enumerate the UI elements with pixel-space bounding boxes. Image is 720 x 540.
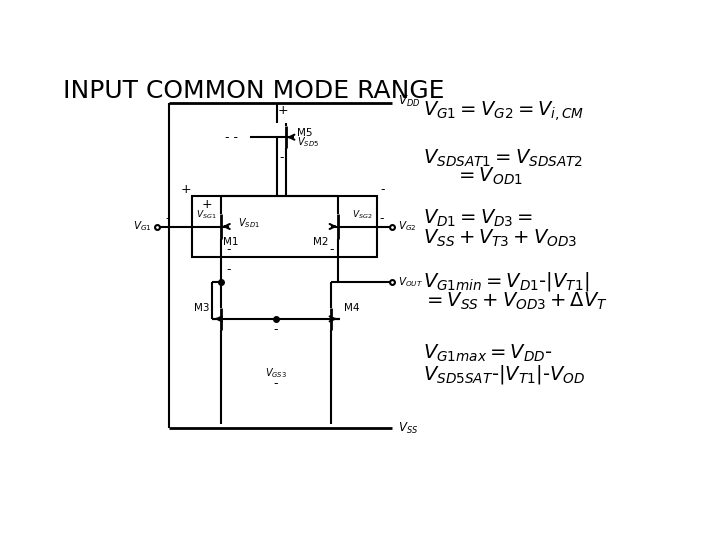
Text: $V_{GS3}$: $V_{GS3}$ [265, 366, 287, 380]
Text: $V_{SDSAT1}=V_{SDSAT2}$: $V_{SDSAT1}=V_{SDSAT2}$ [423, 148, 583, 170]
Text: INPUT COMMON MODE RANGE: INPUT COMMON MODE RANGE [63, 79, 444, 103]
Text: $V_{SS}+V_{T3}+V_{OD3}$: $V_{SS}+V_{T3}+V_{OD3}$ [423, 227, 577, 249]
Text: -: - [227, 263, 231, 276]
Text: $=V_{OD1}$: $=V_{OD1}$ [455, 166, 523, 187]
Text: $V_{SD5SAT}$-$|V_{T1}|$-$V_{OD}$: $V_{SD5SAT}$-$|V_{T1}|$-$V_{OD}$ [423, 363, 585, 386]
Text: +: + [202, 198, 212, 212]
Text: - -: - - [225, 131, 238, 144]
Text: -: - [330, 243, 334, 256]
Text: M3: M3 [194, 303, 210, 313]
Text: $=V_{SS}+V_{OD3}+\Delta V_T$: $=V_{SS}+V_{OD3}+\Delta V_T$ [423, 291, 608, 312]
Bar [192, 195, 377, 257]
Text: -: - [227, 243, 231, 256]
Text: M4: M4 [344, 303, 360, 313]
Text: -: - [279, 151, 284, 164]
Text: $V_{G1}$: $V_{G1}$ [133, 220, 152, 233]
Text: $V_{SD5}$: $V_{SD5}$ [297, 136, 319, 150]
Text: -: - [381, 183, 385, 196]
Text: $V_{G1min}=V_{D1}$-$|V_{T1}|$: $V_{G1min}=V_{D1}$-$|V_{T1}|$ [423, 271, 590, 293]
Text: $V_{G2}$: $V_{G2}$ [398, 220, 417, 233]
Text: $V_{SG1}$: $V_{SG1}$ [196, 208, 216, 221]
Text: -: - [274, 377, 278, 390]
Text: -: - [165, 212, 169, 225]
Text: -: - [380, 212, 384, 225]
Text: M5: M5 [297, 127, 312, 138]
Text: $V_{G1}=V_{G2}=V_{i,CM}$: $V_{G1}=V_{G2}=V_{i,CM}$ [423, 99, 584, 123]
Text: $V_{D1}=V_{D3}=$: $V_{D1}=V_{D3}=$ [423, 208, 534, 230]
Text: +: + [181, 183, 191, 196]
Text: M2: M2 [313, 237, 329, 247]
Text: $V_{SS}$: $V_{SS}$ [398, 421, 418, 436]
Text: $V_{G1max}=V_{DD}$-: $V_{G1max}=V_{DD}$- [423, 343, 553, 364]
Text: $V_{SG2}$: $V_{SG2}$ [352, 208, 373, 221]
Text: +: + [277, 104, 288, 117]
Text: $V_{DD}$: $V_{DD}$ [398, 94, 420, 109]
Text: M1: M1 [222, 237, 238, 247]
Text: -: - [274, 323, 278, 336]
Text: $V_{SD1}$: $V_{SD1}$ [238, 216, 260, 229]
Text: $V_{OUT}$: $V_{OUT}$ [398, 275, 423, 289]
